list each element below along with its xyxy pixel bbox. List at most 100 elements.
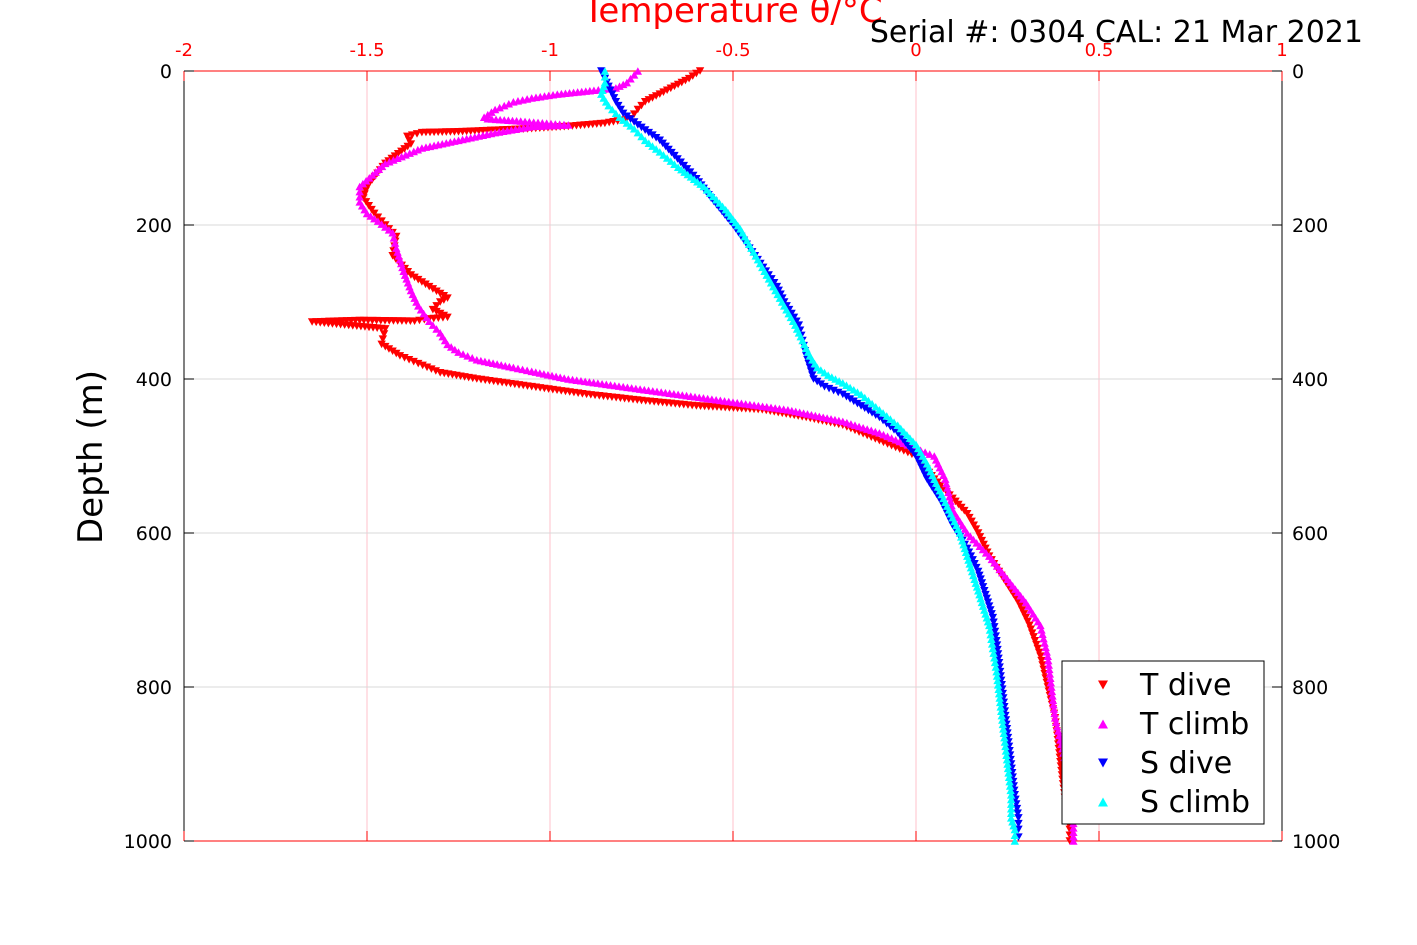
data-point [985,621,994,630]
data-point-interp [651,145,661,153]
data-point-interp [439,292,449,300]
data-point-interp [381,223,390,231]
data-point-interp [681,76,690,85]
data-point-interp [364,201,374,210]
data-point-interp [1006,809,1016,818]
data-point-interp [1051,718,1061,726]
data-point-interp [651,133,661,142]
data-point [370,209,379,218]
data-point-interp [991,632,1000,640]
data-point-interp [981,544,990,553]
data-point [604,101,613,110]
data-point-interp [1037,626,1046,634]
legend-label-t-climb: T climb [1139,707,1249,742]
data-point-interp [417,278,427,286]
data-point-interp [967,517,976,526]
data-point-interp [1041,643,1050,652]
data-point-interp [1069,828,1078,836]
data-point-interp [1049,705,1059,713]
data-point-interp [1045,670,1055,678]
legend-marker-t-dive [1098,680,1108,690]
data-point [941,475,950,483]
data-point-interp [919,467,928,476]
data-point-interp [969,521,979,530]
data-point-interp [1010,831,1020,840]
data-point-interp [990,623,999,631]
serial-calibration-label: Serial #: 0304 CAL: 21 Mar 2021 [870,15,1363,50]
data-point [838,390,847,399]
data-point-interp [629,110,639,118]
data-point-interp [824,384,834,393]
data-point [875,406,884,414]
data-point-interp [867,399,877,408]
data-point-interp [495,103,504,112]
x-tick-label: -1.5 [349,40,384,61]
data-point-interp [1038,630,1047,638]
data-point [963,509,972,518]
data-point-interp [878,409,888,417]
data-point [633,121,643,129]
data-point-interp [1005,782,1015,790]
data-point-interp [1029,633,1038,641]
data-point-interp [1050,709,1059,718]
data-point [1003,760,1012,768]
data-point [988,613,998,622]
data-point [992,667,1001,676]
data-point-interp [1055,731,1064,740]
data-point-interp [468,354,477,362]
y-axis-label: Depth (m) [71,370,111,544]
data-point-interp [421,280,430,289]
data-point-interp [834,388,843,397]
x-tick-label: -0.5 [715,40,750,61]
data-point-interp [983,598,993,607]
data-point-interp [917,463,926,472]
y-tick-label-left: 800 [136,677,172,699]
data-point [1014,814,1023,822]
data-point [597,67,606,75]
data-point-interp [985,602,994,610]
data-point [403,132,412,141]
data-point-interp [1039,634,1048,643]
y-tick-label-left: 0 [160,61,172,83]
data-point-interp [414,275,423,284]
data-point-interp [1069,824,1078,832]
data-point-interp [1001,747,1011,755]
data-point-interp [1006,804,1016,813]
data-point-interp [640,126,650,134]
data-point-interp [943,484,952,492]
data-point-interp [432,307,441,316]
data-point-interp [812,377,822,386]
data-point-interp [504,99,514,108]
data-point-interp [673,80,683,89]
x-tick-label: 0.5 [1085,40,1114,61]
data-point-interp [409,357,418,366]
data-point-interp [1037,656,1046,665]
data-point-interp [637,123,646,132]
data-point-interp [1000,733,1009,742]
data-point [633,105,643,114]
data-point-interp [806,367,816,376]
data-point [436,298,445,306]
data-point [355,182,364,191]
data-point-interp [626,122,635,130]
data-point-interp [944,488,953,497]
data-point [1025,621,1034,630]
data-point-interp [945,492,954,501]
data-point-interp [1044,656,1053,665]
legend: T dive T climb S dive S climb [1061,660,1265,825]
data-point-interp [384,345,394,353]
data-point-interp [458,350,468,358]
data-point-interp [774,286,783,295]
data-point-interp [436,289,445,298]
data-point-interp [463,352,472,360]
data-point-interp [1023,617,1032,626]
legend-marker-t-climb [1098,719,1108,729]
data-point-interp [925,450,934,458]
data-point-interp [1016,602,1025,610]
data-point-interp [792,317,801,326]
x-tick-label: 1 [1276,40,1287,61]
data-point-interp [979,540,988,549]
data-point-interp [622,119,632,127]
data-point [443,294,452,302]
data-point [820,382,829,391]
